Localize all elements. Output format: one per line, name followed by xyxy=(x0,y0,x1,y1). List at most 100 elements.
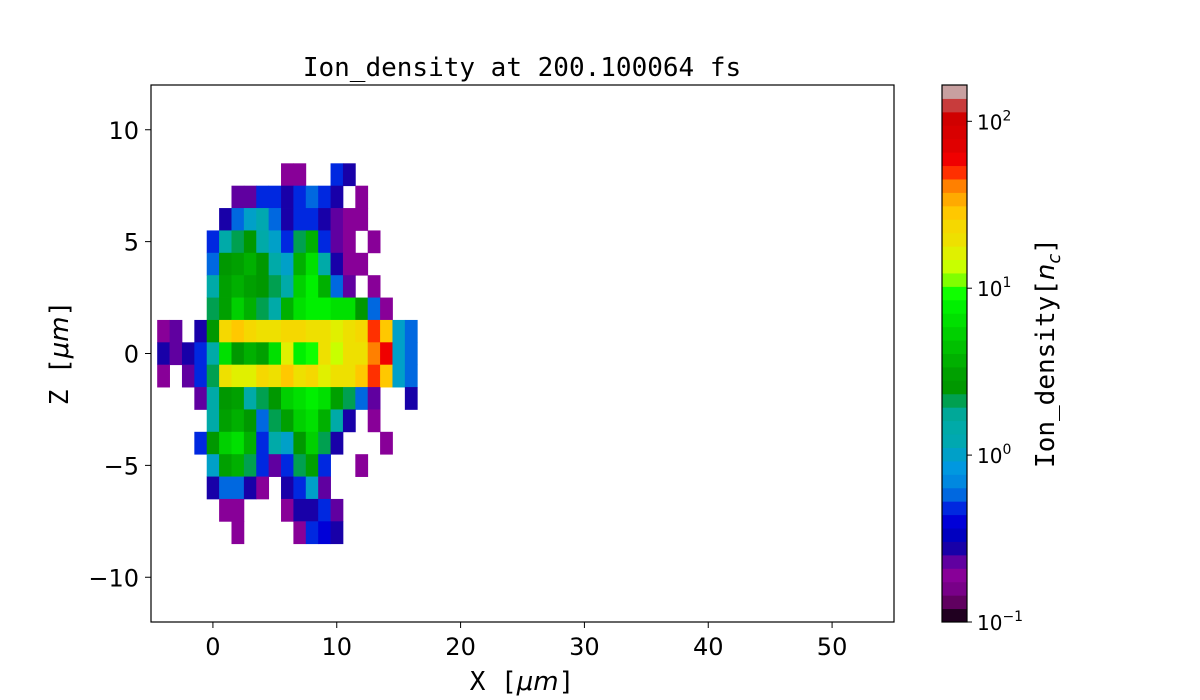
heatmap-cell xyxy=(268,364,282,388)
heatmap-cell xyxy=(380,297,393,321)
heatmap-cell xyxy=(243,342,257,366)
heatmap-cell xyxy=(206,364,220,388)
heatmap-cell xyxy=(256,409,270,433)
heatmap-cell xyxy=(330,230,344,254)
heatmap-cell xyxy=(268,185,282,209)
heatmap-cell xyxy=(206,387,220,410)
heatmap-cell xyxy=(231,521,245,545)
heatmap-cell xyxy=(305,387,319,410)
heatmap-cell xyxy=(342,319,356,343)
x-tick-label: 20 xyxy=(445,633,476,661)
heatmap-cell xyxy=(256,319,270,343)
colorbar-tick-label: 101 xyxy=(977,275,1011,301)
heatmap-cell xyxy=(268,387,282,410)
heatmap-cell xyxy=(392,364,406,388)
heatmap-cell xyxy=(293,252,307,276)
heatmap-cell xyxy=(157,364,170,388)
heatmap-cell xyxy=(330,163,344,187)
heatmap-cell xyxy=(330,275,344,298)
heatmap-cell xyxy=(305,364,319,388)
heatmap-cell xyxy=(367,297,381,321)
colorbar-band xyxy=(942,353,967,368)
colorbar-band xyxy=(942,326,967,341)
heatmap-cell xyxy=(392,319,406,343)
colorbar-ticks: 10−1 100 101 102 xyxy=(967,108,1023,635)
heatmap-cell xyxy=(318,454,331,477)
heatmap-cell xyxy=(293,498,307,522)
heatmap-cell xyxy=(305,342,319,366)
heatmap-cell xyxy=(342,208,356,231)
heatmap-cell xyxy=(281,252,294,276)
heatmap-cell xyxy=(219,230,232,254)
heatmap-cell xyxy=(318,498,331,522)
heatmap-cell xyxy=(318,252,331,276)
heatmap-cell xyxy=(181,364,195,388)
heatmap-cell xyxy=(231,342,245,366)
heatmap-cell xyxy=(256,387,270,410)
heatmap-cell xyxy=(194,387,208,410)
heatmap-cell xyxy=(281,185,294,209)
heatmap-cell xyxy=(256,454,270,477)
heatmap-cell xyxy=(342,387,356,410)
heatmap-cell xyxy=(367,319,381,343)
heatmap-cell xyxy=(206,476,220,500)
heatmap-cell xyxy=(256,230,270,254)
x-tick-label: 40 xyxy=(693,633,724,661)
heatmap-cell xyxy=(330,342,344,366)
heatmap-cell xyxy=(281,431,294,455)
heatmap-cell xyxy=(256,342,270,366)
heatmap-cell xyxy=(281,454,294,477)
x-axis-ticks: 0 10 20 30 40 50 xyxy=(205,622,847,661)
x-tick-label: 50 xyxy=(817,633,848,661)
heatmap-cell xyxy=(355,319,369,343)
heatmap-cell xyxy=(219,319,232,343)
colorbar-band xyxy=(942,111,967,126)
heatmap-cell xyxy=(293,230,307,254)
heatmap-cell xyxy=(268,297,282,321)
heatmap-cell xyxy=(367,342,381,366)
heatmap-cell xyxy=(268,319,282,343)
heatmap-cell xyxy=(305,297,319,321)
colorbar-label: Ion_density[nc] xyxy=(1031,238,1065,468)
heatmap-cell xyxy=(355,387,369,410)
heatmap-cell xyxy=(342,275,356,298)
heatmap-cell xyxy=(243,319,257,343)
heatmap-cell xyxy=(231,208,245,231)
heatmap-cell xyxy=(355,454,369,477)
heatmap-cell xyxy=(367,364,381,388)
heatmap-cell xyxy=(256,431,270,455)
heatmap-cell xyxy=(243,387,257,410)
heatmap-cell xyxy=(281,163,294,187)
heatmap-cell xyxy=(231,252,245,276)
heatmap-cell xyxy=(268,230,282,254)
heatmap-cell xyxy=(404,364,418,388)
colorbar-band xyxy=(942,474,967,489)
heatmap-cell xyxy=(219,387,232,410)
heatmap-cell xyxy=(380,364,393,388)
y-axis-ticks: 10 5 0 −5 −10 xyxy=(88,117,151,592)
colorbar-band xyxy=(942,205,967,220)
heatmap-cell xyxy=(305,498,319,522)
heatmap-cell xyxy=(194,431,208,455)
heatmap-cell xyxy=(231,185,245,209)
heatmap-cell xyxy=(219,476,232,500)
heatmap-cell xyxy=(231,409,245,433)
colorbar-band xyxy=(942,98,967,113)
heatmap-cell xyxy=(305,431,319,455)
heatmap-cell xyxy=(305,208,319,231)
heatmap-cell xyxy=(330,409,344,433)
heatmap-cell xyxy=(293,163,307,187)
heatmap-cell xyxy=(305,454,319,477)
heatmap-cell xyxy=(293,409,307,433)
heatmap-cell xyxy=(268,454,282,477)
heatmap-cell xyxy=(330,185,344,209)
heatmap-cell xyxy=(243,208,257,231)
heatmap-cell xyxy=(355,297,369,321)
heatmap-cell xyxy=(318,275,331,298)
heatmap-cell xyxy=(404,342,418,366)
heatmap-cell xyxy=(342,409,356,433)
colorbar-band xyxy=(942,407,967,422)
heatmap-cell xyxy=(330,364,344,388)
colorbar-band xyxy=(942,340,967,354)
heatmap-cell xyxy=(268,342,282,366)
